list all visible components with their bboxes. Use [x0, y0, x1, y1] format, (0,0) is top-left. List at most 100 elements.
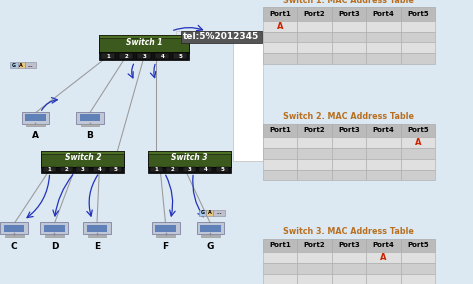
Bar: [148, 166, 231, 173]
Bar: [80, 114, 100, 121]
Bar: [366, 7, 401, 21]
Bar: [137, 53, 151, 59]
Bar: [213, 210, 225, 216]
Bar: [45, 235, 64, 237]
Text: Port2: Port2: [304, 127, 325, 133]
Bar: [10, 62, 18, 68]
Bar: [263, 170, 297, 180]
Bar: [99, 53, 189, 60]
Bar: [401, 252, 435, 263]
Text: A: A: [380, 253, 386, 262]
Bar: [93, 167, 106, 172]
Bar: [80, 124, 99, 126]
Bar: [263, 159, 297, 170]
Bar: [332, 170, 366, 180]
Bar: [263, 148, 297, 159]
Bar: [297, 7, 332, 21]
Bar: [263, 252, 297, 263]
Text: Switch 1. MAC Address Table: Switch 1. MAC Address Table: [283, 0, 414, 5]
Bar: [332, 32, 366, 42]
Bar: [206, 210, 213, 216]
Bar: [201, 225, 220, 232]
Text: 4: 4: [97, 167, 101, 172]
Text: Switch 2. MAC Address Table: Switch 2. MAC Address Table: [283, 112, 414, 121]
Text: A: A: [208, 210, 211, 215]
Bar: [263, 32, 297, 42]
Text: Port1: Port1: [269, 11, 290, 17]
Text: 1: 1: [48, 167, 52, 172]
Text: E: E: [94, 242, 100, 251]
Text: 2: 2: [64, 167, 68, 172]
Bar: [119, 53, 133, 59]
Bar: [42, 166, 124, 173]
Bar: [199, 210, 206, 216]
Bar: [297, 252, 332, 263]
Bar: [332, 159, 366, 170]
Text: Port5: Port5: [407, 127, 429, 133]
Text: Port2: Port2: [304, 11, 325, 17]
Bar: [332, 239, 366, 252]
FancyBboxPatch shape: [148, 151, 231, 154]
Text: ...: ...: [216, 210, 222, 215]
Bar: [297, 170, 332, 180]
Text: 1: 1: [106, 53, 110, 59]
Bar: [297, 32, 332, 42]
Bar: [263, 274, 297, 284]
Bar: [166, 167, 179, 172]
Bar: [332, 42, 366, 53]
Text: 5: 5: [114, 167, 118, 172]
Bar: [4, 225, 24, 232]
Bar: [332, 21, 366, 32]
Text: A: A: [277, 22, 283, 31]
Text: 3: 3: [187, 167, 191, 172]
Text: Port4: Port4: [372, 11, 394, 17]
Bar: [25, 62, 36, 68]
Bar: [101, 53, 115, 59]
Bar: [297, 124, 332, 137]
Bar: [401, 21, 435, 32]
Text: Port2: Port2: [304, 242, 325, 248]
Text: Port4: Port4: [372, 127, 394, 133]
Bar: [401, 124, 435, 137]
Bar: [401, 137, 435, 148]
Bar: [297, 274, 332, 284]
Bar: [332, 124, 366, 137]
Bar: [201, 235, 220, 237]
FancyBboxPatch shape: [83, 222, 111, 234]
Bar: [87, 225, 107, 232]
Bar: [366, 124, 401, 137]
Text: Port1: Port1: [269, 127, 290, 133]
Bar: [263, 53, 297, 64]
Bar: [366, 159, 401, 170]
Text: 2: 2: [124, 53, 128, 59]
Text: tel:5%2012345: tel:5%2012345: [183, 32, 259, 41]
Bar: [18, 62, 25, 68]
Text: Port5: Port5: [407, 242, 429, 248]
Bar: [401, 42, 435, 53]
Bar: [401, 53, 435, 64]
Bar: [366, 252, 401, 263]
Bar: [263, 263, 297, 274]
Text: A: A: [32, 131, 39, 141]
Text: 5: 5: [220, 167, 224, 172]
Text: Port3: Port3: [338, 127, 359, 133]
FancyBboxPatch shape: [76, 112, 104, 124]
FancyBboxPatch shape: [181, 31, 262, 43]
Text: Port3: Port3: [338, 242, 359, 248]
Bar: [5, 235, 24, 237]
Bar: [156, 235, 175, 237]
Bar: [366, 274, 401, 284]
Text: Switch 2: Switch 2: [64, 153, 101, 162]
Bar: [297, 53, 332, 64]
Bar: [366, 42, 401, 53]
Bar: [297, 42, 332, 53]
Text: G: G: [200, 210, 204, 215]
Text: A: A: [19, 62, 23, 68]
Bar: [297, 239, 332, 252]
FancyBboxPatch shape: [99, 35, 189, 38]
FancyBboxPatch shape: [0, 222, 28, 234]
Bar: [297, 263, 332, 274]
FancyBboxPatch shape: [42, 151, 124, 154]
Bar: [263, 239, 297, 252]
Text: Port5: Port5: [407, 11, 429, 17]
